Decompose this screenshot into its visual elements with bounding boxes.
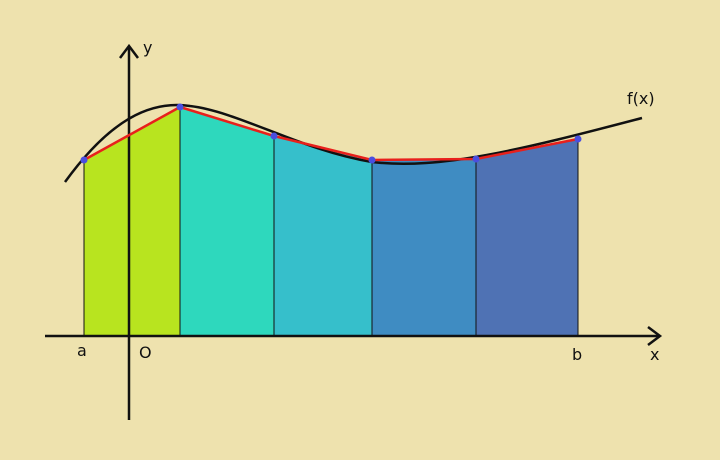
y-label: y — [143, 38, 152, 57]
x-arrow — [647, 326, 663, 346]
node — [176, 103, 184, 111]
a-label: a — [77, 341, 87, 360]
trapezoids — [83, 106, 579, 337]
b-label: b — [572, 345, 582, 364]
function-label: f(x) — [627, 89, 655, 108]
origin-label: O — [139, 343, 152, 362]
node — [368, 156, 376, 164]
chords — [83, 105, 579, 162]
trapezoid — [179, 106, 275, 337]
trapezoid — [273, 135, 373, 337]
y-arrow — [119, 43, 139, 59]
trapezoid — [475, 138, 579, 337]
node — [270, 132, 278, 140]
node — [80, 156, 88, 164]
axes — [45, 43, 663, 420]
x-label: x — [650, 345, 659, 364]
nodes — [80, 103, 582, 164]
trapezoid — [371, 158, 477, 337]
node — [472, 155, 480, 163]
node — [574, 135, 582, 143]
